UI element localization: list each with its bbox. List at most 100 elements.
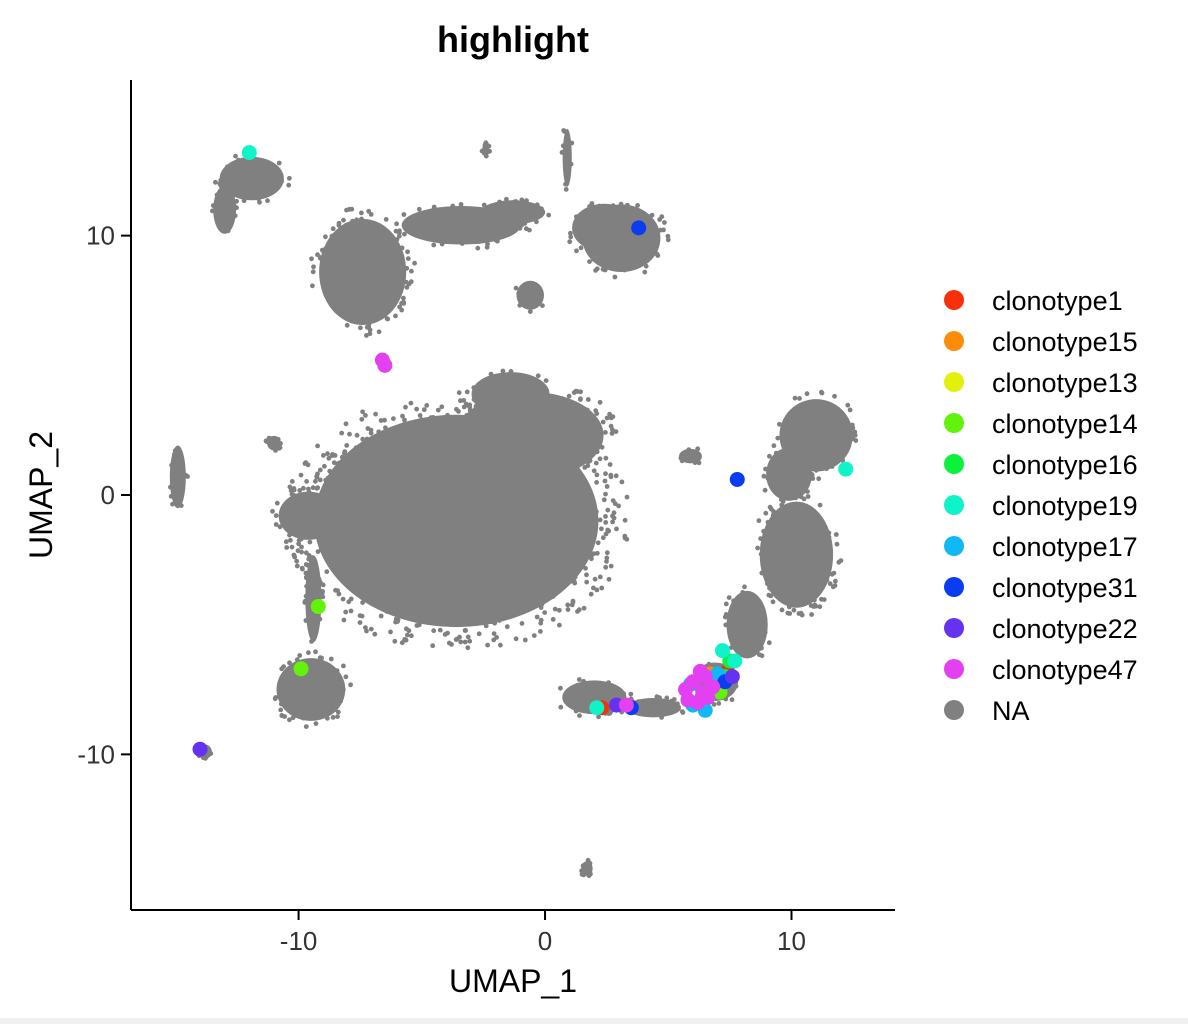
- na-point: [341, 617, 347, 623]
- na-point: [365, 451, 370, 457]
- na-point: [576, 677, 582, 682]
- na-point: [334, 668, 340, 674]
- legend-swatch: [944, 372, 964, 392]
- na-point: [633, 264, 639, 270]
- na-point: [297, 653, 303, 658]
- na-point: [829, 408, 835, 414]
- na-point: [812, 597, 817, 603]
- x-tick-label: 10: [777, 926, 806, 956]
- na-point: [270, 508, 275, 514]
- na-point: [522, 637, 528, 643]
- na-point: [357, 574, 363, 580]
- point-clonotype31: [729, 471, 745, 487]
- na-cluster-core: [480, 200, 546, 225]
- na-point: [471, 445, 477, 450]
- na-point: [169, 462, 175, 468]
- na-point: [805, 494, 811, 499]
- na-point: [604, 550, 610, 556]
- na-point: [314, 485, 320, 491]
- na-point: [343, 421, 349, 427]
- na-point: [852, 432, 858, 438]
- na-point: [357, 613, 363, 618]
- na-point: [332, 305, 338, 311]
- na-point: [313, 649, 318, 655]
- na-point: [497, 601, 503, 607]
- na-point: [538, 605, 544, 610]
- na-point: [584, 226, 590, 231]
- na-point: [354, 484, 359, 489]
- na-point: [513, 285, 519, 291]
- na-point: [609, 266, 615, 271]
- na-point: [449, 642, 454, 647]
- na-point: [594, 509, 599, 515]
- na-point: [453, 620, 459, 626]
- na-point: [350, 218, 355, 224]
- na-point: [522, 200, 527, 206]
- na-point: [622, 533, 628, 539]
- na-point: [311, 264, 316, 270]
- na-point: [608, 474, 614, 480]
- na-point: [533, 405, 539, 410]
- na-point: [608, 563, 614, 569]
- na-point: [603, 491, 608, 497]
- na-point: [394, 237, 400, 243]
- na-point: [257, 199, 262, 205]
- na-point: [391, 608, 396, 614]
- na-point: [612, 501, 618, 507]
- y-tick-label: 10: [86, 221, 115, 251]
- na-point: [770, 512, 776, 518]
- na-point: [568, 519, 573, 525]
- na-point: [424, 403, 430, 408]
- na-cluster-core: [319, 218, 407, 326]
- na-point: [479, 396, 484, 402]
- na-point: [349, 453, 355, 459]
- na-point: [508, 369, 514, 374]
- na-point: [401, 431, 407, 437]
- na-point: [373, 581, 379, 587]
- na-point: [362, 458, 367, 464]
- na-point: [770, 487, 776, 492]
- na-point: [594, 587, 600, 593]
- na-point: [234, 205, 239, 211]
- na-point: [295, 548, 301, 554]
- na-point: [531, 377, 537, 383]
- na-point: [769, 573, 774, 578]
- na-point: [369, 596, 374, 602]
- na-point: [594, 411, 600, 416]
- na-point: [763, 466, 768, 472]
- na-point: [538, 620, 544, 626]
- na-point: [396, 233, 402, 239]
- na-point: [491, 631, 497, 636]
- na-point: [547, 480, 552, 485]
- na-point: [604, 484, 610, 489]
- na-point: [585, 512, 591, 518]
- na-point: [768, 577, 774, 583]
- legend: clonotype1 clonotype15 clonotype13 clonotyp…: [944, 286, 1138, 726]
- na-point: [377, 444, 382, 450]
- legend-swatch: [944, 413, 964, 433]
- na-point: [558, 685, 563, 691]
- na-point: [378, 418, 384, 423]
- na-point: [347, 431, 352, 437]
- point-clonotype19: [727, 653, 743, 669]
- na-point: [761, 528, 766, 534]
- na-point: [395, 609, 401, 615]
- na-point: [328, 248, 334, 254]
- na-point: [467, 638, 473, 644]
- na-point: [600, 266, 606, 272]
- na-point: [397, 248, 402, 254]
- na-point: [540, 584, 546, 589]
- na-point: [465, 645, 471, 651]
- na-point: [400, 436, 406, 442]
- na-point: [626, 210, 631, 215]
- na-point: [331, 544, 337, 550]
- na-point: [762, 487, 768, 493]
- na-point: [591, 468, 597, 474]
- na-point: [665, 233, 671, 239]
- na-point: [534, 202, 540, 208]
- na-point: [352, 450, 357, 455]
- na-point: [394, 431, 400, 437]
- na-point: [583, 424, 589, 430]
- point-clonotype19: [241, 145, 257, 161]
- na-point: [178, 503, 184, 508]
